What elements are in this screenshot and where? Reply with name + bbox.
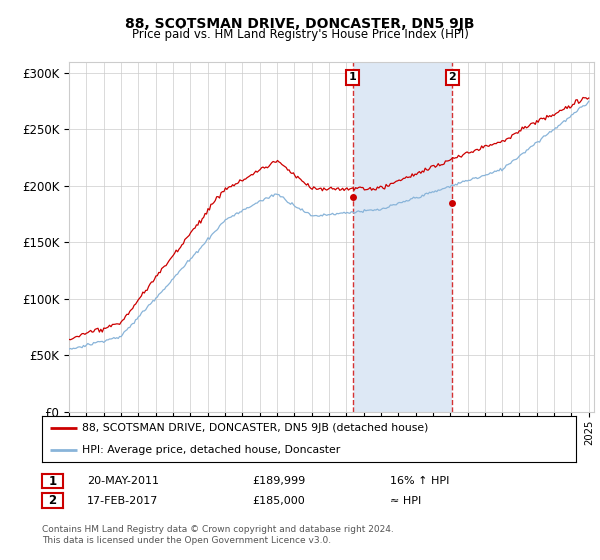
Text: ≈ HPI: ≈ HPI xyxy=(390,496,421,506)
Text: 2: 2 xyxy=(49,494,56,507)
Text: Contains HM Land Registry data © Crown copyright and database right 2024.
This d: Contains HM Land Registry data © Crown c… xyxy=(42,525,394,545)
Text: 2: 2 xyxy=(448,72,456,82)
Text: Price paid vs. HM Land Registry's House Price Index (HPI): Price paid vs. HM Land Registry's House … xyxy=(131,28,469,41)
Text: HPI: Average price, detached house, Doncaster: HPI: Average price, detached house, Donc… xyxy=(82,445,340,455)
Text: 20-MAY-2011: 20-MAY-2011 xyxy=(87,476,159,486)
Text: 17-FEB-2017: 17-FEB-2017 xyxy=(87,496,158,506)
Text: £189,999: £189,999 xyxy=(252,476,305,486)
Text: 88, SCOTSMAN DRIVE, DONCASTER, DN5 9JB: 88, SCOTSMAN DRIVE, DONCASTER, DN5 9JB xyxy=(125,17,475,31)
Text: 16% ↑ HPI: 16% ↑ HPI xyxy=(390,476,449,486)
Text: £185,000: £185,000 xyxy=(252,496,305,506)
Text: 1: 1 xyxy=(49,474,56,488)
Text: 88, SCOTSMAN DRIVE, DONCASTER, DN5 9JB (detached house): 88, SCOTSMAN DRIVE, DONCASTER, DN5 9JB (… xyxy=(82,423,428,433)
Text: 1: 1 xyxy=(349,72,356,82)
